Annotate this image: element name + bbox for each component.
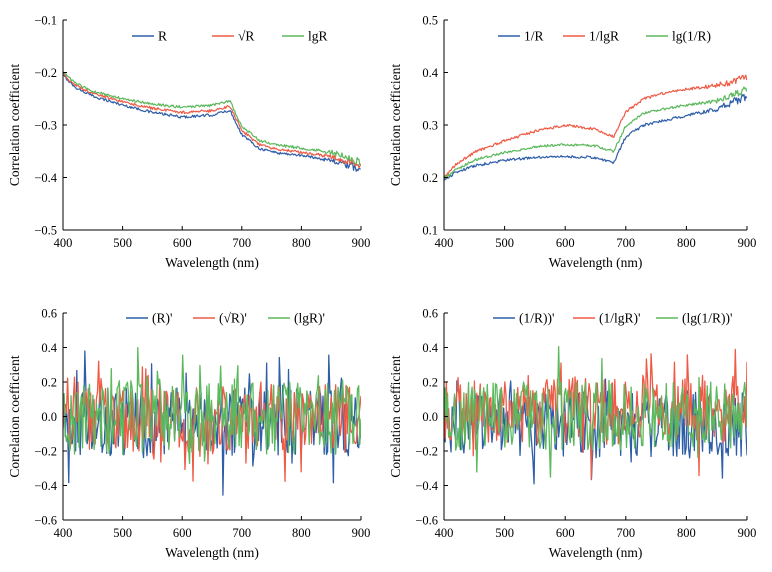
x-tick-label: 500 <box>495 236 514 250</box>
x-tick-label: 900 <box>352 526 371 540</box>
legend-label: (lg(1/R))' <box>682 311 732 326</box>
chart-panel-3: 400 500 600 700 800 900 −0.6 −0.4 −0.2 0.0 0.2 0.4 0… <box>7 307 370 561</box>
series-line-3 <box>63 347 361 465</box>
legend-label: (√R)' <box>219 311 247 326</box>
x-tick-label: 400 <box>435 526 454 540</box>
x-tick-label: 500 <box>113 526 132 540</box>
x-axis-label: Wavelength (nm) <box>549 545 643 560</box>
x-tick-label: 700 <box>616 236 635 250</box>
y-tick-label: −0.6 <box>415 514 438 528</box>
legend-label: (lgR)' <box>294 311 325 326</box>
x-axis-label: Wavelength (nm) <box>165 255 259 270</box>
y-axis-label: Correlation coefficient <box>388 64 403 187</box>
y-tick-label: −0.2 <box>415 445 438 459</box>
legend-label: R <box>158 29 167 44</box>
y-axis-label: Correlation coefficient <box>7 64 22 187</box>
series-lines <box>63 347 361 496</box>
series-line-3 <box>63 71 361 167</box>
y-tick-label: −0.5 <box>34 224 57 238</box>
y-tick-label: −0.2 <box>34 66 57 80</box>
y-tick-label: 0.0 <box>41 410 57 424</box>
y-tick-label: 0.1 <box>422 224 438 238</box>
y-tick-label: 0.5 <box>422 14 438 28</box>
x-tick-label: 600 <box>173 526 192 540</box>
legend-label: (R)' <box>152 311 172 326</box>
series-line-3 <box>444 86 747 180</box>
series-line-2 <box>63 360 361 482</box>
y-tick-label: −0.4 <box>34 479 57 493</box>
x-tick-label: 500 <box>495 526 514 540</box>
y-tick-label: −0.3 <box>34 119 57 133</box>
legend-label: 1/lgR <box>589 29 619 44</box>
legend-label: (1/lgR)' <box>599 311 640 326</box>
series-lines <box>444 345 747 485</box>
y-tick-label: 0.2 <box>422 376 438 390</box>
legend-label: √R <box>238 29 254 44</box>
legend: (1/R))' (1/lgR)' (lg(1/R))' <box>493 311 732 326</box>
x-tick-label: 700 <box>616 526 635 540</box>
x-tick-label: 400 <box>54 236 73 250</box>
x-tick-label: 900 <box>738 236 757 250</box>
y-tick-label: 0.2 <box>422 171 438 185</box>
x-tick-label: 600 <box>556 526 575 540</box>
x-tick-label: 800 <box>677 526 696 540</box>
y-tick-label: −0.2 <box>34 445 57 459</box>
series-line-3 <box>444 345 747 478</box>
y-tick-label: 0.3 <box>422 119 438 133</box>
x-axis-label: Wavelength (nm) <box>549 255 643 270</box>
legend-label: (1/R))' <box>519 311 554 326</box>
chart-panel-2: 400 500 600 700 800 900 0.1 0.2 0.3 0.4 0.5 Wavelen… <box>388 14 756 271</box>
x-tick-label: 700 <box>232 526 251 540</box>
x-tick-label: 700 <box>232 236 251 250</box>
legend-label: lgR <box>308 29 328 44</box>
chart-panel-1: 400 500 600 700 800 900 −0.5 −0.4 −0.3 −0.2 −0.1 Wa… <box>7 14 370 271</box>
y-tick-label: 0.4 <box>422 66 438 80</box>
x-axis-label: Wavelength (nm) <box>165 545 259 560</box>
y-tick-label: 0.4 <box>422 341 438 355</box>
y-tick-label: −0.4 <box>34 171 57 185</box>
legend-label: lg(1/R) <box>672 29 711 44</box>
x-tick-label: 400 <box>435 236 454 250</box>
series-line-1 <box>63 73 361 172</box>
x-tick-label: 500 <box>113 236 132 250</box>
x-tick-label: 800 <box>292 236 311 250</box>
x-tick-label: 900 <box>352 236 371 250</box>
chart-panel-4: 400 500 600 700 800 900 −0.6 −0.4 −0.2 0.0 0.2 0.4 0… <box>388 307 756 561</box>
series-lines <box>63 71 361 172</box>
legend: 1/R 1/lgR lg(1/R) <box>498 29 711 44</box>
x-tick-label: 400 <box>54 526 73 540</box>
series-line-2 <box>63 72 361 169</box>
y-tick-label: 0.6 <box>422 307 438 321</box>
y-tick-label: −0.6 <box>34 514 57 528</box>
y-tick-label: −0.4 <box>415 479 438 493</box>
legend-label: 1/R <box>524 29 544 44</box>
y-tick-label: −0.1 <box>34 14 57 28</box>
x-tick-label: 600 <box>556 236 575 250</box>
y-tick-label: 0.2 <box>41 376 57 390</box>
y-tick-label: 0.0 <box>422 410 438 424</box>
y-axis-label: Correlation coefficient <box>388 355 403 478</box>
x-tick-label: 600 <box>173 236 192 250</box>
x-tick-label: 800 <box>292 526 311 540</box>
series-line-1 <box>444 93 747 181</box>
series-line-2 <box>444 74 747 179</box>
y-tick-label: 0.4 <box>41 341 57 355</box>
x-tick-label: 800 <box>677 236 696 250</box>
legend: R √R lgR <box>132 29 328 44</box>
y-tick-label: 0.6 <box>41 307 57 321</box>
series-lines <box>444 74 747 181</box>
y-axis-label: Correlation coefficient <box>7 355 22 478</box>
legend: (R)' (√R)' (lgR)' <box>126 311 325 326</box>
x-tick-label: 900 <box>738 526 757 540</box>
